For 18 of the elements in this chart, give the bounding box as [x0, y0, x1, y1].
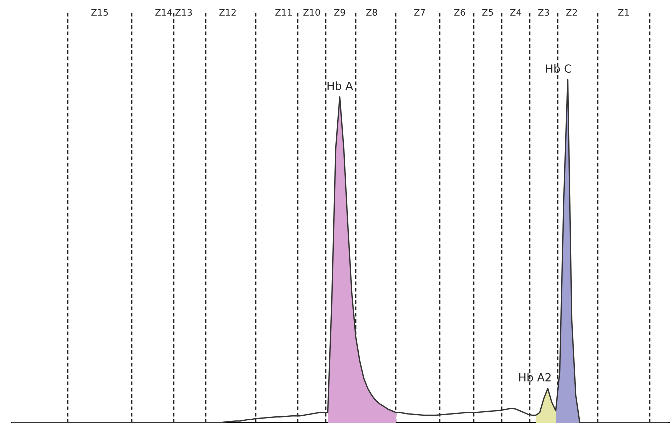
x-tick-label: Z2: [566, 9, 578, 16]
x-tick-label: Z7: [414, 9, 426, 16]
series-label: Hb C: [546, 64, 572, 74]
x-tick-label: Z4: [510, 9, 522, 16]
x-tick-label: Z15: [92, 9, 108, 16]
x-tick-label: Z13: [176, 9, 192, 16]
x-tick-label: Z6: [454, 9, 466, 16]
x-tick-label: Z3: [538, 9, 550, 16]
x-tick-label: Z14: [156, 9, 172, 16]
x-tick-label: Z1: [618, 9, 630, 16]
series-label: Hb A2: [519, 373, 551, 382]
x-tick-label: Z10: [304, 9, 320, 16]
series-label: Hb A: [328, 82, 354, 90]
x-tick-label: Z8: [366, 9, 378, 16]
x-tick-label: Z9: [334, 9, 346, 16]
x-tick-label: Z12: [220, 9, 236, 16]
x-tick-label: Z5: [482, 9, 494, 16]
x-tick-label: Z11: [276, 9, 292, 16]
